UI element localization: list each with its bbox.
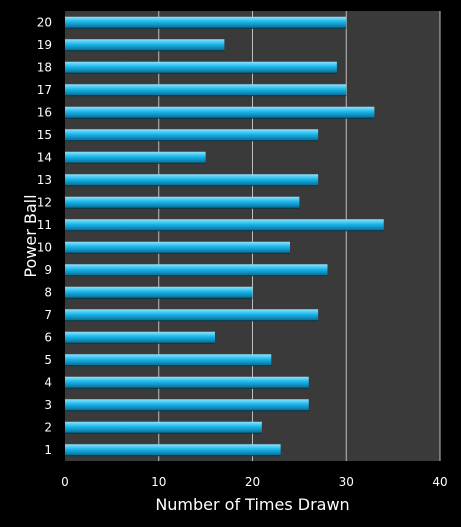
bar-19: [65, 39, 225, 51]
x-axis-title: Number of Times Drawn: [155, 495, 349, 514]
y-tick-label: 19: [37, 38, 52, 52]
y-tick-label: 11: [37, 218, 52, 232]
bar-1: [65, 444, 281, 456]
bars: [65, 16, 384, 457]
y-tick-label: 5: [44, 353, 52, 367]
y-tick-label: 15: [37, 128, 52, 142]
bar-3: [65, 399, 309, 411]
bar-13: [65, 174, 319, 186]
x-tick-label: 0: [61, 475, 69, 489]
bar-16: [65, 106, 375, 118]
bar-17: [65, 84, 347, 96]
y-tick-label: 12: [37, 195, 52, 209]
y-tick-label: 8: [44, 285, 52, 299]
y-tick-label: 13: [37, 173, 52, 187]
bar-11: [65, 219, 384, 231]
x-tick-label: 30: [339, 475, 354, 489]
y-tick-label: 3: [44, 398, 52, 412]
y-tick-label: 17: [37, 83, 52, 97]
y-tick-label: 10: [37, 240, 52, 254]
y-tick-label: 18: [37, 60, 52, 74]
bar-6: [65, 331, 215, 343]
y-tick-label: 6: [44, 330, 52, 344]
y-tick-label: 16: [37, 105, 52, 119]
y-tick-label: 1: [44, 443, 52, 457]
bar-10: [65, 241, 290, 253]
bar-4: [65, 376, 309, 388]
y-axis-title: Power Ball: [21, 194, 40, 277]
bar-12: [65, 196, 300, 208]
bar-8: [65, 286, 253, 298]
x-tick-label: 10: [151, 475, 166, 489]
y-tick-label: 20: [37, 15, 52, 29]
y-tick-label: 4: [44, 375, 52, 389]
y-tick-label: 7: [44, 308, 52, 322]
y-tick-label: 2: [44, 420, 52, 434]
bar-18: [65, 61, 337, 73]
y-tick-label: 9: [44, 263, 52, 277]
bar-14: [65, 151, 206, 163]
y-tick-label: 14: [37, 150, 52, 164]
bar-2: [65, 421, 262, 433]
bar-20: [65, 16, 347, 28]
bar-5: [65, 354, 272, 366]
x-tick-label: 20: [245, 475, 260, 489]
bar-15: [65, 129, 319, 141]
bar-9: [65, 264, 328, 276]
bar-7: [65, 309, 319, 321]
x-tick-labels: 0 10 20 30 40: [61, 475, 447, 489]
x-tick-label: 40: [432, 475, 447, 489]
